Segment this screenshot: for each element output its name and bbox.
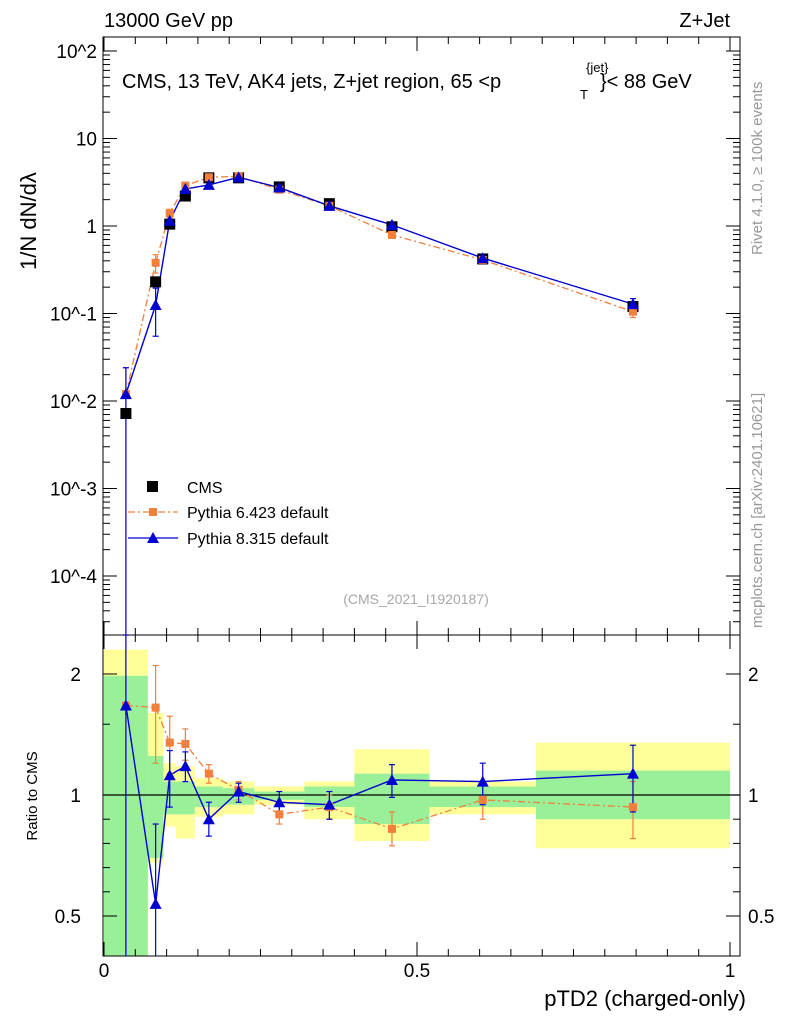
ratio-pythia8-point [273, 796, 286, 808]
ratio-pythia8-point [385, 773, 398, 785]
title-prefix: CMS, 13 TeV, AK4 jets, Z+jet region, 65 … [122, 71, 501, 93]
main-ticks: 10^-4 10^-3 10^-2 10^-1 1 10 10^2 [50, 37, 740, 635]
ratio-y-tick-label: 2 [70, 665, 81, 686]
ratio-data [119, 634, 639, 956]
pythia8-point [626, 298, 639, 310]
ratio-pythia8-point [163, 769, 176, 781]
ratio-y-tick-label: 0.5 [55, 907, 81, 928]
ratio-y-tick-label: 1 [70, 786, 81, 807]
y-tick-label: 10^2 [56, 42, 97, 63]
ratio-y-tick-label-right: 2 [748, 665, 759, 686]
ratio-ticks: 0.5 0.5 1 1 2 2 [55, 635, 774, 956]
ratio-pythia8-point [179, 760, 192, 772]
x-tick-label: 0 [99, 961, 110, 982]
pythia8-point [202, 178, 215, 190]
pythia8-line [125, 176, 634, 395]
legend-marker-pythia6 [149, 508, 157, 516]
legend-label-pythia6: Pythia 6.423 default [187, 505, 329, 522]
y-tick-label: 10^-4 [50, 567, 97, 588]
ratio-pythia6-point [628, 803, 637, 812]
ratio-pythia8-point [202, 813, 215, 825]
pythia8-point [273, 181, 286, 193]
pythia8-point [232, 171, 245, 183]
main-y-label-text: 1/N dN/dλ [16, 172, 41, 270]
ratio-pythia8-point [149, 897, 162, 909]
ratio-pythia6-point [151, 703, 160, 712]
ratio-pythia6-point [165, 738, 174, 747]
header-left: 13000 GeV pp [104, 10, 233, 32]
pythia6-point [204, 173, 213, 182]
ratio-y-label: Ratio to CMS [24, 751, 41, 840]
legend-entry-pythia6: Pythia 6.423 default [128, 505, 329, 522]
legend-label-pythia8: Pythia 8.315 default [187, 531, 329, 548]
legend-label-cms: CMS [187, 480, 223, 497]
ratio-band-green [175, 781, 195, 815]
x-axis-label: pTD2 (charged-only) [544, 986, 746, 1011]
title-suffix: }< 88 GeV [600, 71, 692, 93]
y-tick-label: 1 [86, 217, 97, 238]
ratio-pythia6-point [478, 795, 487, 804]
header-right: Z+Jet [679, 10, 730, 32]
rivet-version-text: Rivet 4.1.0, ≥ 100k events [749, 82, 766, 255]
ratio-pythia8-point [626, 767, 639, 779]
pythia8-point [179, 182, 192, 194]
pythia6-point [628, 307, 637, 316]
y-tick-label: 10^-3 [50, 480, 97, 501]
main-data [119, 171, 639, 635]
title-superscript: {jet} [586, 60, 609, 75]
ratio-y-tick-label-right: 1 [748, 786, 759, 807]
title-subscript: T [580, 87, 588, 102]
ratio-pythia6-point [275, 810, 284, 819]
y-tick-label: 10^-2 [50, 392, 97, 413]
main-panel: 10^-4 10^-3 10^-2 10^-1 1 10 10^2 [50, 36, 741, 636]
y-tick-label: 10^-1 [50, 305, 97, 326]
ratio-pythia6-point [204, 769, 213, 778]
legend-entry-cms: CMS [147, 480, 223, 497]
pythia8-point [163, 214, 176, 226]
ratio-pythia8-point [119, 699, 132, 711]
pythia6-point [165, 209, 174, 218]
ratio-pythia8-point [232, 785, 245, 797]
pythia8-point [119, 388, 132, 400]
pythia8-point [149, 299, 162, 311]
x-tick-labels: 0 0.5 1 [99, 961, 736, 982]
ratio-bands [103, 649, 740, 956]
main-y-label: 1/N dN/dλ [16, 172, 41, 270]
ratio-pythia6-point [181, 739, 190, 748]
ratio-y-tick-label-right: 0.5 [748, 907, 774, 928]
pythia6-point [387, 230, 396, 239]
legend-marker-cms [147, 481, 158, 492]
pythia8-point [476, 252, 489, 264]
ratio-band-green [147, 756, 164, 858]
legend-marker-pythia8 [147, 532, 159, 543]
ratio-pythia6-point [387, 824, 396, 833]
pythia8-point [323, 199, 336, 211]
legend: CMS Pythia 6.423 default Pythia 8.315 de… [128, 480, 329, 548]
legend-entry-pythia8: Pythia 8.315 default [128, 531, 329, 548]
cms-point [150, 276, 162, 288]
plot-title: CMS, 13 TeV, AK4 jets, Z+jet region, 65 … [122, 60, 692, 102]
pythia8-point [385, 218, 398, 230]
x-tick-label: 0.5 [404, 961, 430, 982]
pythia6-point [151, 258, 160, 267]
pythia6-line [125, 175, 634, 395]
cms-point [179, 190, 191, 202]
analysis-watermark: (CMS_2021_I1920187) [343, 591, 489, 607]
y-tick-label: 10 [76, 130, 97, 151]
mcplots-text: mcplots.cern.ch [arXiv:2401.10621] [749, 393, 766, 628]
cms-point [120, 407, 132, 419]
x-tick-label: 1 [725, 961, 736, 982]
ratio-panel: 0.5 0.5 1 1 2 2 [55, 634, 774, 957]
ratio-pythia8-point [476, 775, 489, 787]
ratio-pythia8-point [323, 798, 336, 810]
